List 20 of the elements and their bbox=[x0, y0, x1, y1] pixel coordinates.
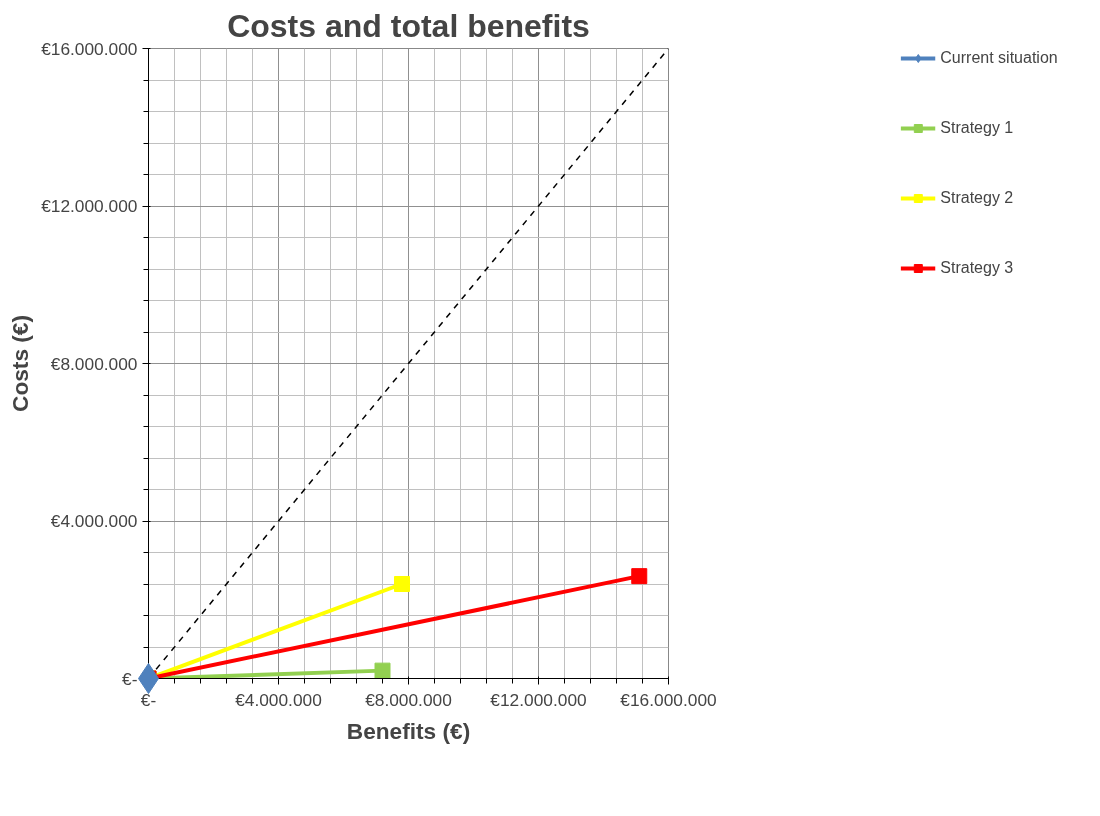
legend-label: Strategy 2 bbox=[940, 189, 1014, 207]
point bbox=[374, 662, 391, 679]
y-tick-label: €8.000.000 bbox=[50, 353, 138, 374]
x-tick-label: €16.000.000 bbox=[620, 689, 717, 710]
x-tick-label: €4.000.000 bbox=[235, 689, 322, 710]
x-tick-label: €8.000.000 bbox=[365, 689, 452, 710]
legend-label: Strategy 3 bbox=[940, 259, 1014, 277]
x-axis-title: Benefits (€) bbox=[346, 717, 471, 744]
chart-title: Costs and total benefits bbox=[227, 7, 590, 44]
x-tick-label: €12.000.000 bbox=[490, 689, 587, 710]
legend-label: Strategy 1 bbox=[940, 119, 1014, 137]
y-tick-label: €4.000.000 bbox=[50, 511, 138, 531]
point bbox=[394, 576, 410, 592]
y-tick-label: €- bbox=[122, 668, 138, 689]
y-tick-label: €16.000.000 bbox=[41, 38, 138, 59]
point bbox=[631, 568, 648, 585]
x-tick-label: €- bbox=[140, 689, 157, 710]
legend-label: Current situation bbox=[940, 49, 1058, 67]
y-tick-label: €12.000.000 bbox=[41, 196, 138, 216]
y-axis-title: Costs (€) bbox=[6, 315, 33, 412]
